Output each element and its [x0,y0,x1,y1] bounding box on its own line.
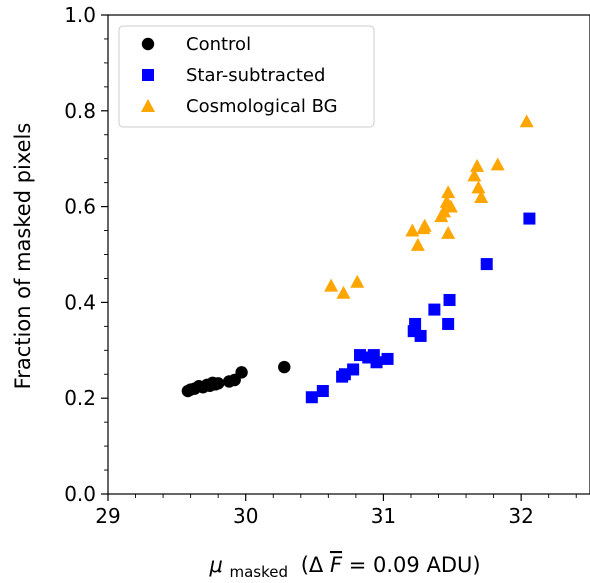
point-star-subtracted [409,317,422,330]
x-axis-label-fbar: F [330,553,343,577]
point-star-subtracted [347,363,360,376]
point-star-subtracted [443,294,456,307]
point-star-subtracted [305,391,318,404]
point-cosmological-bg [437,204,452,218]
point-control [235,366,248,379]
point-control [278,360,291,374]
legend-label-cosmological-bg: Cosmological BG [186,96,338,117]
y-tick-label: 1.0 [64,3,96,27]
point-cosmological-bg [336,285,351,299]
y-tick-labels: 0.0 0.2 0.4 0.6 0.8 1.0 [64,3,96,506]
point-cosmological-bg [441,225,456,239]
minor-ticks [104,38,577,498]
x-tick-label: 30 [233,504,258,528]
point-cosmological-bg [471,180,486,194]
point-star-subtracted [480,258,493,271]
legend-marker-control [141,37,155,51]
point-star-subtracted [381,352,394,365]
y-axis-label: Fraction of masked pixels [11,123,35,390]
legend-label-star-subtracted: Star-subtracted [186,65,325,86]
y-tick-label: 0.2 [64,386,96,410]
legend-label-control: Control [186,34,251,55]
y-tick-label: 0.0 [64,482,96,506]
y-tick-label: 0.6 [64,195,96,219]
point-cosmological-bg [470,158,485,172]
legend: Control Star-subtracted Cosmological BG [118,25,375,128]
point-cosmological-bg [441,185,456,199]
point-star-subtracted [428,303,441,316]
legend-marker-cosmological-bg [141,99,155,112]
x-tick-label: 31 [371,504,396,528]
x-tick-labels: 29 30 31 32 [95,504,534,528]
point-cosmological-bg [417,218,432,232]
point-star-subtracted [523,212,536,225]
point-cosmological-bg [350,274,365,288]
x-axis-label-subscript: masked [230,563,289,581]
data-points [181,114,536,404]
point-star-subtracted [414,329,427,342]
y-tick-label: 0.4 [64,290,96,314]
legend-marker-star-subtracted [142,69,154,81]
point-control [211,377,225,390]
point-cosmological-bg [490,157,505,171]
y-tick-label: 0.8 [64,99,96,123]
point-cosmological-bg [324,278,339,292]
x-tick-label: 32 [508,504,533,528]
major-ticks [101,14,522,501]
point-cosmological-bg [410,237,425,251]
point-star-subtracted [370,356,383,369]
x-axis-label-open: (Δ [301,553,324,577]
point-cosmological-bg [443,199,458,213]
point-cosmological-bg [474,190,489,203]
point-cosmological-bg [519,114,534,128]
point-cosmological-bg [405,223,420,237]
plot-frame [107,14,590,495]
point-cosmological-bg [467,168,482,182]
point-star-subtracted [442,317,455,330]
x-tick-label: 29 [95,504,120,528]
x-axis-label: μ masked (Δ F = 0.09 ADU) [208,553,480,582]
point-star-subtracted [316,385,329,398]
x-axis-label-mu: μ [208,553,222,577]
x-axis-label-close: = 0.09 ADU) [349,553,481,577]
legend-box [118,25,375,128]
